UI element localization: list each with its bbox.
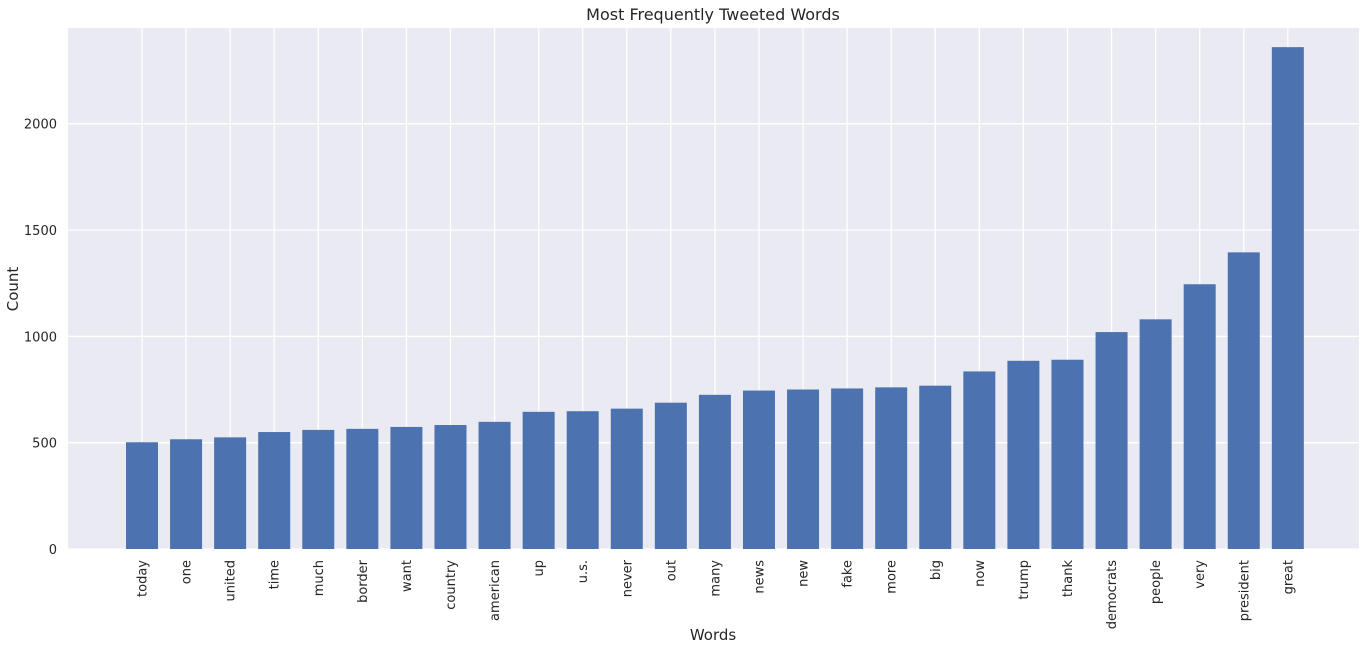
x-tick-label: want [400, 560, 415, 592]
y-axis-label: Count [4, 267, 22, 312]
chart-title: Most Frequently Tweeted Words [586, 5, 840, 24]
bar-out [654, 402, 687, 549]
bar-fake [831, 388, 864, 549]
x-tick-label: big [929, 560, 944, 580]
x-tick-label: many [708, 560, 723, 597]
bar-now [963, 371, 996, 549]
bar-american [478, 421, 511, 549]
x-tick-label: much [312, 560, 327, 596]
x-tick-label: time [268, 560, 283, 589]
bar-new [787, 389, 820, 549]
bar-u-s [566, 411, 599, 549]
bar-great [1271, 47, 1304, 550]
bar-more [875, 387, 908, 549]
x-tick-label: out [664, 560, 679, 581]
x-tick-label: thank [1061, 560, 1076, 598]
x-tick-label: great [1281, 560, 1296, 594]
bar-big [919, 385, 952, 549]
x-tick-label: news [752, 560, 767, 594]
x-tick-label: u.s. [576, 560, 591, 583]
bar-today [126, 442, 158, 549]
bar-much [302, 429, 335, 549]
x-tick-label: border [356, 559, 371, 603]
bar-president [1227, 252, 1260, 549]
x-tick-label: never [620, 559, 635, 597]
bar-never [610, 408, 643, 549]
x-tick-label: fake [841, 560, 856, 588]
bar-time [258, 432, 291, 549]
y-tick-label: 500 [32, 437, 57, 452]
x-tick-label: one [180, 560, 195, 584]
x-tick-label: very [1193, 560, 1208, 589]
bar-up [522, 411, 555, 549]
bar-democrats [1095, 332, 1128, 549]
bar-many [698, 394, 731, 549]
y-tick-layer: 0 500 1000 1500 2000 [24, 118, 57, 558]
bar-one [170, 439, 203, 549]
x-tick-layer: today one united time much border want country a… [136, 559, 1297, 629]
bar-want [390, 426, 423, 549]
bar-very [1183, 284, 1216, 549]
y-tick-label: 2000 [24, 118, 57, 133]
x-axis-label: Words [690, 626, 737, 644]
x-tick-label: united [224, 560, 239, 601]
bar-people [1139, 319, 1172, 549]
x-tick-label: people [1149, 560, 1164, 604]
x-tick-label: american [488, 560, 503, 621]
x-tick-label: more [885, 560, 900, 594]
x-tick-label: new [797, 560, 812, 587]
x-tick-label: country [444, 560, 459, 610]
x-tick-label: up [532, 560, 547, 577]
y-tick-label: 1500 [24, 224, 57, 239]
x-tick-label: democrats [1105, 560, 1120, 629]
bar-united [214, 437, 247, 549]
x-tick-label: trump [1017, 560, 1032, 600]
y-tick-label: 1000 [24, 330, 57, 345]
x-tick-label: president [1237, 560, 1252, 621]
x-tick-label: today [136, 560, 151, 597]
bar-news [742, 390, 775, 549]
bar-layer [126, 47, 1304, 550]
bar-border [346, 428, 379, 549]
bar-trump [1007, 360, 1040, 549]
x-tick-label: now [973, 560, 988, 587]
y-tick-label: 0 [49, 543, 57, 558]
bar-country [434, 425, 467, 549]
bar-thank [1051, 359, 1084, 549]
